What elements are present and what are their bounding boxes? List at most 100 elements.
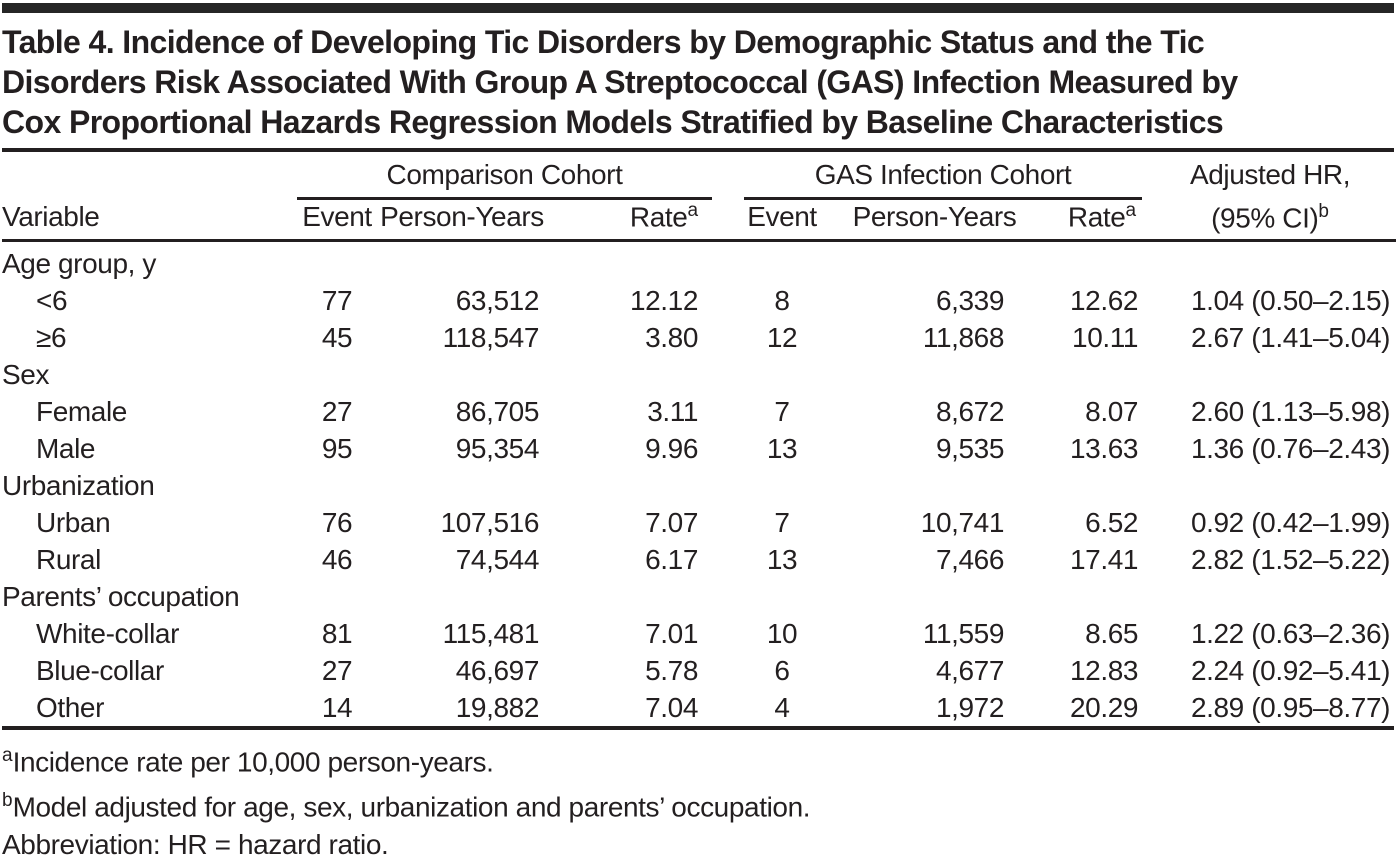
cell-variable: Male bbox=[36, 433, 96, 465]
cell-comparison-event: 77 bbox=[321, 285, 353, 317]
top-rule-bar bbox=[2, 3, 1394, 13]
cell-variable: Female bbox=[36, 396, 127, 428]
section-row-sex: Sex bbox=[2, 356, 1396, 393]
footnote-a-text: Incidence rate per 10,000 person-years. bbox=[12, 746, 494, 778]
cell-variable: Rural bbox=[36, 544, 101, 576]
cell-adjusted-hr: 2.60 (1.13–5.98) bbox=[1190, 396, 1391, 428]
cell-comparison-person-years: 63,512 bbox=[455, 285, 540, 317]
table-title-line-1: Table 4. Incidence of Developing Tic Dis… bbox=[2, 24, 1205, 60]
footnote-b-marker: b bbox=[2, 789, 13, 811]
column-header-gas-rate: Ratea bbox=[1017, 200, 1143, 243]
column-header-comparison-event: Event bbox=[297, 200, 377, 243]
section-label: Urbanization bbox=[2, 470, 155, 502]
cell-comparison-rate: 3.11 bbox=[647, 396, 699, 428]
table-row-female: Female 27 86,705 3.11 7 8,672 8.07 2.60 … bbox=[2, 393, 1396, 430]
cell-gas-person-years: 6,339 bbox=[935, 285, 1005, 317]
group-header-comparison-label: Comparison Cohort bbox=[297, 157, 713, 200]
cell-comparison-rate: 3.80 bbox=[645, 322, 699, 354]
group-header-gas-label: GAS Infection Cohort bbox=[744, 157, 1143, 200]
cell-gas-event: 7 bbox=[774, 396, 790, 428]
cell-gas-person-years: 4,677 bbox=[935, 655, 1005, 687]
cell-comparison-rate: 6.17 bbox=[645, 544, 699, 576]
cell-gas-event: 7 bbox=[774, 507, 790, 539]
column-header-comparison-person-years: Person-Years bbox=[377, 200, 547, 243]
cell-variable: Urban bbox=[36, 507, 111, 539]
rate-footnote-marker: a bbox=[1125, 200, 1137, 221]
cell-gas-event: 8 bbox=[774, 285, 790, 317]
column-header-comparison-rate: Ratea bbox=[547, 200, 713, 243]
cell-gas-event: 6 bbox=[774, 655, 790, 687]
cell-comparison-event: 27 bbox=[321, 396, 353, 428]
section-row-age-group: Age group, y bbox=[2, 241, 1396, 283]
adjusted-hr-line-1: Adjusted HR, bbox=[1189, 158, 1351, 190]
table-bottom-rule bbox=[2, 726, 1394, 731]
footnote-b-text: Model adjusted for age, sex, urbanizatio… bbox=[12, 790, 811, 822]
data-table: Variable Comparison Cohort GAS Infection… bbox=[2, 152, 1396, 726]
column-header-gas-person-years: Person-Years bbox=[852, 200, 1018, 243]
cell-gas-rate: 6.52 bbox=[1085, 507, 1139, 539]
cell-gas-rate: 13.63 bbox=[1069, 433, 1139, 465]
cell-comparison-rate: 7.01 bbox=[645, 618, 699, 650]
cell-gas-event: 13 bbox=[766, 433, 798, 465]
table-title-line-2: Disorders Risk Associated With Group A S… bbox=[2, 64, 1238, 100]
cell-comparison-rate: 7.04 bbox=[645, 692, 699, 724]
cell-gas-person-years: 8,672 bbox=[935, 396, 1005, 428]
cell-comparison-event: 81 bbox=[321, 618, 353, 650]
group-header-gas-infection-cohort: GAS Infection Cohort bbox=[712, 152, 1143, 200]
abbreviation-text: Abbreviation: HR = hazard ratio. bbox=[2, 828, 389, 860]
cell-gas-event: 10 bbox=[766, 618, 798, 650]
cell-gas-rate: 12.83 bbox=[1069, 655, 1139, 687]
cell-comparison-rate: 12.12 bbox=[629, 285, 699, 317]
section-label: Parents’ occupation bbox=[2, 581, 240, 613]
cell-gas-rate: 8.07 bbox=[1085, 396, 1139, 428]
table-row-urban: Urban 76 107,516 7.07 7 10,741 6.52 0.92… bbox=[2, 504, 1396, 541]
table-title: Table 4. Incidence of Developing Tic Dis… bbox=[2, 22, 1394, 142]
table-row-age-6-plus: ≥6 45 118,547 3.80 12 11,868 10.11 2.67 … bbox=[2, 319, 1396, 356]
cell-gas-person-years: 9,535 bbox=[935, 433, 1005, 465]
cell-adjusted-hr: 1.22 (0.63–2.36) bbox=[1190, 618, 1391, 650]
column-header-gas-event: Event bbox=[712, 200, 853, 243]
cell-gas-rate: 17.41 bbox=[1069, 544, 1139, 576]
cell-comparison-event: 14 bbox=[321, 692, 353, 724]
table-row-white-collar: White-collar 81 115,481 7.01 10 11,559 8… bbox=[2, 615, 1396, 652]
adjusted-hr-footnote-marker: b bbox=[1318, 200, 1329, 222]
cell-gas-event: 13 bbox=[766, 544, 798, 576]
abbreviation-note: Abbreviation: HR = hazard ratio. bbox=[2, 826, 1394, 861]
table-row-age-under-6: <6 77 63,512 12.12 8 6,339 12.62 1.04 (0… bbox=[2, 282, 1396, 319]
title-rule bbox=[2, 148, 1394, 152]
cell-comparison-event: 76 bbox=[321, 507, 353, 539]
group-header-row: Variable Comparison Cohort GAS Infection… bbox=[2, 152, 1396, 243]
section-label: Sex bbox=[2, 359, 50, 391]
cell-gas-rate: 8.65 bbox=[1085, 618, 1139, 650]
cell-comparison-person-years: 46,697 bbox=[455, 655, 540, 687]
cell-adjusted-hr: 0.92 (0.42–1.99) bbox=[1190, 507, 1391, 539]
cell-adjusted-hr: 1.04 (0.50–2.15) bbox=[1190, 285, 1391, 317]
cell-comparison-rate: 9.96 bbox=[645, 433, 699, 465]
cell-gas-event: 12 bbox=[766, 322, 798, 354]
cell-adjusted-hr: 2.89 (0.95–8.77) bbox=[1190, 692, 1391, 724]
cell-comparison-event: 27 bbox=[321, 655, 353, 687]
cell-variable: Other bbox=[36, 692, 105, 724]
cell-comparison-person-years: 118,547 bbox=[442, 322, 540, 354]
footnotes: aIncidence rate per 10,000 person-years.… bbox=[2, 730, 1394, 861]
cell-comparison-event: 46 bbox=[321, 544, 353, 576]
cell-adjusted-hr: 2.67 (1.41–5.04) bbox=[1190, 322, 1391, 354]
table-row-blue-collar: Blue-collar 27 46,697 5.78 6 4,677 12.83… bbox=[2, 652, 1396, 689]
rate-label: Rate bbox=[629, 201, 688, 233]
cell-gas-person-years: 11,868 bbox=[922, 322, 1005, 354]
section-label: Age group, y bbox=[2, 248, 156, 280]
cell-adjusted-hr: 1.36 (0.76–2.43) bbox=[1190, 433, 1391, 465]
cell-comparison-person-years: 95,354 bbox=[455, 433, 540, 465]
rate-footnote-marker: a bbox=[687, 200, 699, 221]
cell-gas-person-years: 11,559 bbox=[922, 618, 1005, 650]
cell-variable: ≥6 bbox=[36, 322, 67, 354]
column-header-row: Event Person-Years Ratea Event Person-Ye… bbox=[2, 200, 1396, 243]
footnote-b: bModel adjusted for age, sex, urbanizati… bbox=[2, 782, 1394, 826]
table-title-line-3: Cox Proportional Hazards Regression Mode… bbox=[2, 104, 1224, 140]
cell-comparison-person-years: 115,481 bbox=[442, 618, 540, 650]
cell-comparison-event: 95 bbox=[321, 433, 353, 465]
footnote-a: aIncidence rate per 10,000 person-years. bbox=[2, 737, 1394, 781]
rate-label: Rate bbox=[1067, 201, 1126, 233]
column-header-adjusted-hr: Adjusted HR, (95% CI)b bbox=[1142, 152, 1396, 243]
